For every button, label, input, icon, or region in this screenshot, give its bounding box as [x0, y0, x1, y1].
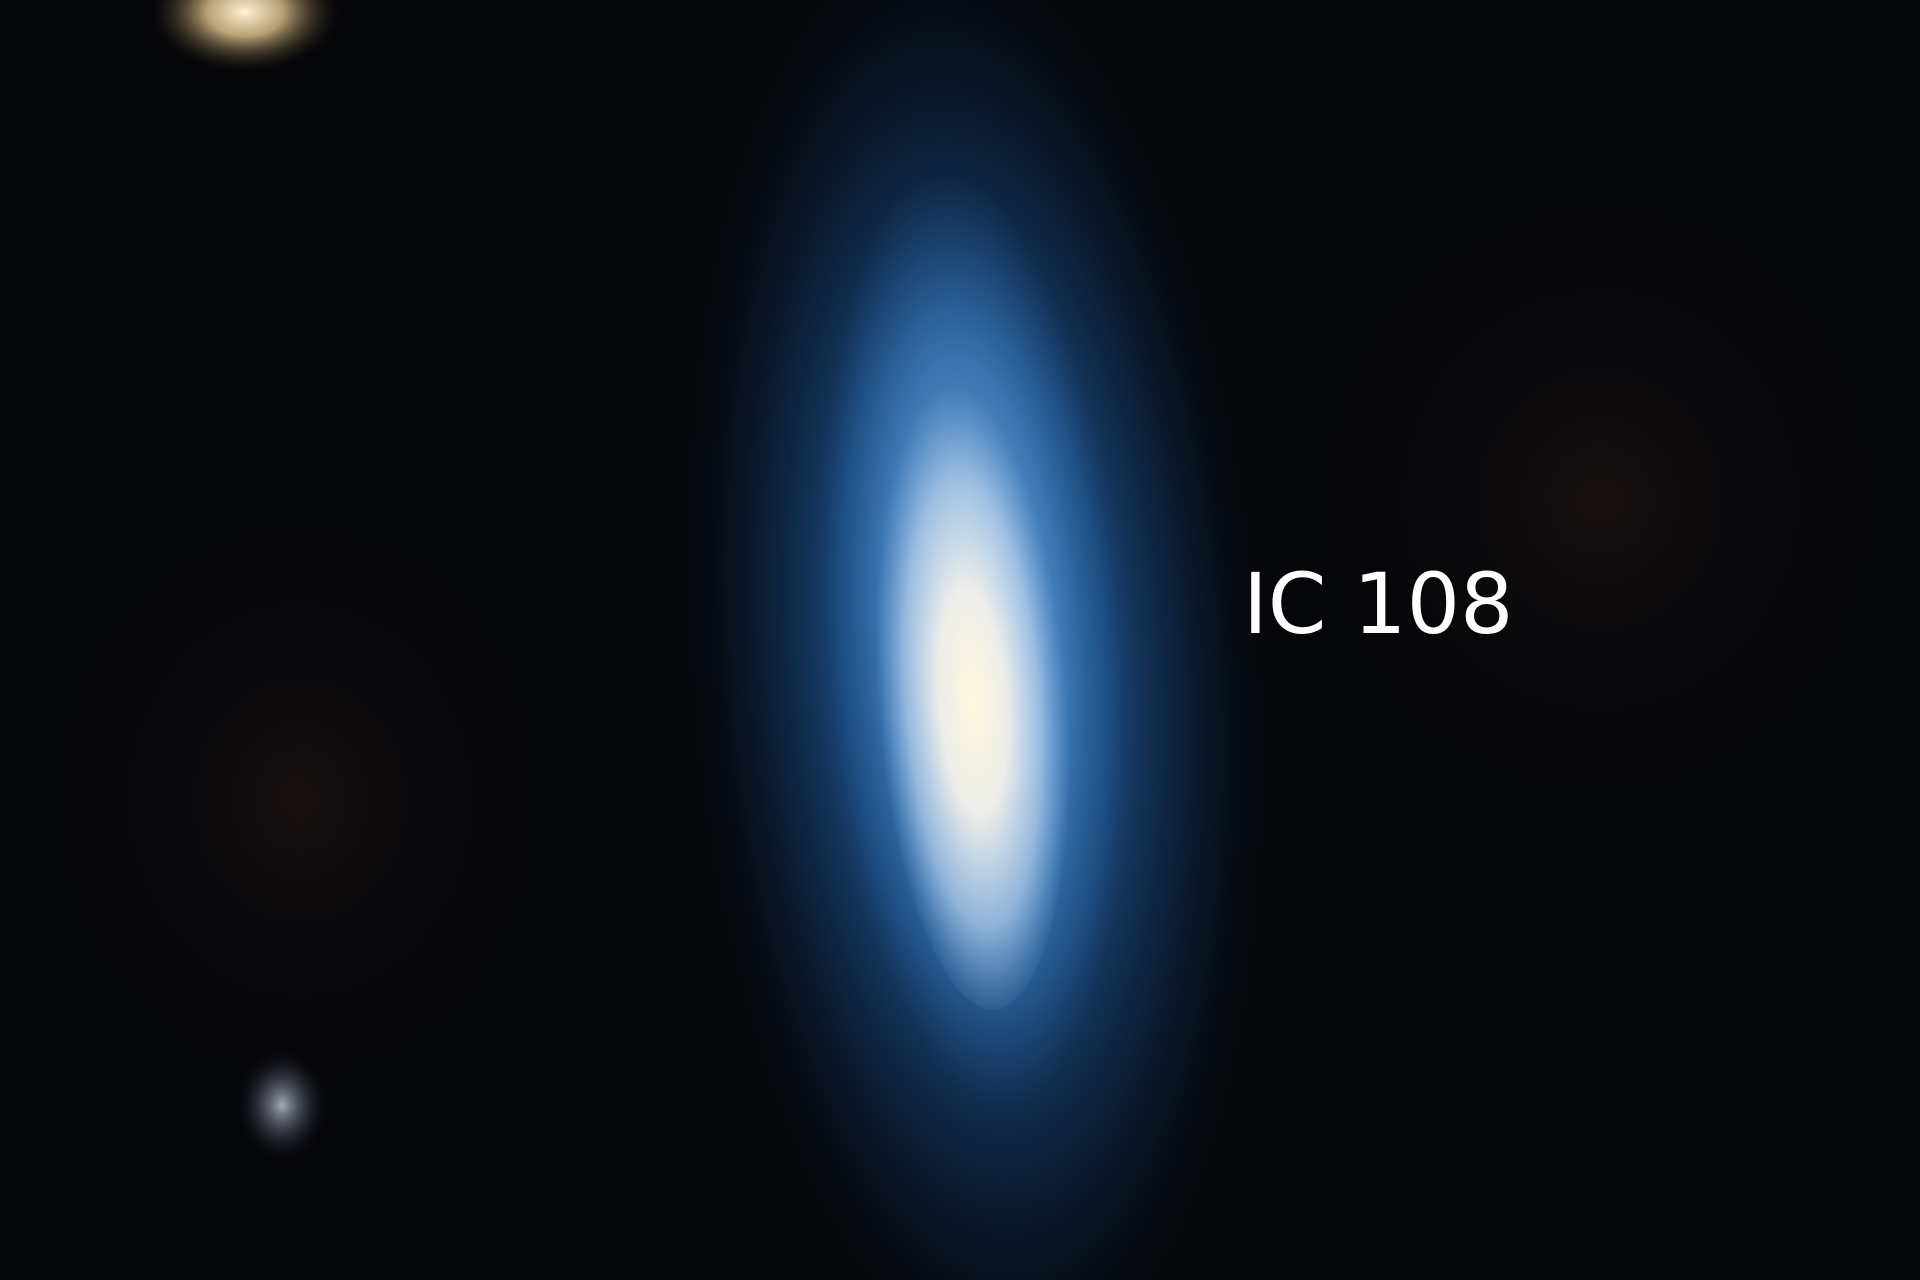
background-glow [1300, 180, 1900, 820]
object-label: IC 108 [1243, 555, 1513, 653]
background-glow [40, 500, 560, 1100]
star [237, 1050, 327, 1160]
galaxy [671, 0, 1279, 1280]
galaxy-core [874, 370, 1070, 1010]
star [150, 0, 340, 72]
